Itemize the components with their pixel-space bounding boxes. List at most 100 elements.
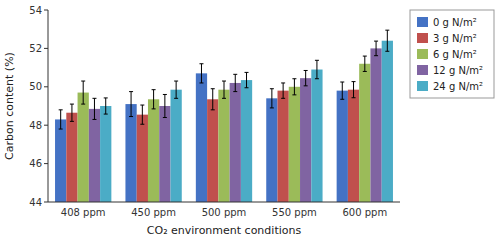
error-cap: [129, 116, 133, 117]
error-stem: [283, 83, 284, 98]
y-axis-label: Carbon content (%): [3, 52, 16, 160]
error-cap: [363, 71, 367, 72]
error-bar: [152, 90, 156, 109]
error-cap: [211, 88, 215, 89]
error-stem: [364, 56, 365, 71]
legend-swatch: [417, 81, 428, 91]
x-tick-label: 450 ppm: [131, 207, 176, 218]
error-cap: [245, 87, 249, 88]
y-tick: [44, 202, 48, 203]
error-bar: [104, 98, 108, 114]
error-cap: [363, 56, 367, 57]
legend-label: 24 g N/m²: [433, 81, 483, 92]
error-bar: [315, 60, 319, 78]
error-bar: [340, 82, 344, 99]
error-stem: [83, 81, 84, 104]
error-bar: [59, 110, 63, 129]
error-stem: [176, 81, 177, 98]
bar: [311, 70, 322, 202]
bar: [78, 93, 89, 202]
error-bar: [222, 81, 226, 98]
error-cap: [199, 82, 203, 83]
error-cap: [340, 82, 344, 83]
bar: [337, 91, 348, 202]
error-bar: [304, 70, 308, 85]
y-tick-label: 44: [29, 197, 42, 208]
error-cap: [385, 51, 389, 52]
y-axis-line: [48, 10, 49, 202]
error-bar: [174, 81, 178, 98]
bar: [382, 41, 393, 202]
error-cap: [92, 98, 96, 99]
error-cap: [174, 81, 178, 82]
error-stem: [387, 30, 388, 51]
y-tick: [44, 86, 48, 87]
y-tick: [44, 163, 48, 164]
error-stem: [105, 98, 106, 114]
error-stem: [164, 94, 165, 117]
error-stem: [201, 64, 202, 83]
error-cap: [315, 78, 319, 79]
error-bar: [81, 81, 85, 104]
bar: [125, 104, 136, 202]
error-stem: [153, 90, 154, 109]
error-cap: [140, 105, 144, 106]
bar: [100, 106, 111, 202]
error-cap: [211, 109, 215, 110]
error-bar: [70, 104, 74, 121]
error-cap: [292, 94, 296, 95]
error-cap: [340, 99, 344, 100]
legend-swatch: [417, 65, 428, 75]
error-cap: [270, 107, 274, 108]
error-cap: [304, 85, 308, 86]
legend: 0 g N/m²3 g N/m²6 g N/m²12 g N/m²24 g N/…: [410, 10, 494, 98]
error-bar: [281, 83, 285, 98]
error-stem: [316, 60, 317, 78]
bar: [370, 48, 381, 202]
bar: [218, 90, 229, 202]
error-cap: [104, 97, 108, 98]
bar: [241, 80, 252, 202]
legend-label: 0 g N/m²: [433, 17, 477, 28]
error-cap: [270, 88, 274, 89]
bar: [348, 90, 359, 202]
error-bar: [129, 92, 133, 117]
y-tick-label: 52: [29, 43, 42, 54]
y-tick: [44, 125, 48, 126]
error-stem: [246, 72, 247, 87]
error-stem: [294, 79, 295, 95]
error-stem: [224, 81, 225, 98]
x-tick-label: 408 ppm: [61, 207, 106, 218]
bar: [170, 90, 181, 202]
chart: 444648505254408 ppm450 ppm500 ppm550 ppm…: [0, 0, 500, 242]
error-stem: [212, 89, 213, 110]
error-bar: [163, 94, 167, 117]
x-tick-label: 550 ppm: [272, 207, 317, 218]
error-stem: [342, 82, 343, 99]
error-stem: [235, 74, 236, 91]
legend-label: 3 g N/m²: [433, 33, 477, 44]
error-bar: [352, 82, 356, 98]
legend-frame: [410, 10, 494, 98]
error-cap: [222, 81, 226, 82]
y-tick-label: 54: [29, 5, 42, 16]
error-stem: [376, 41, 377, 56]
error-cap: [233, 91, 237, 92]
y-tick-label: 48: [29, 120, 42, 131]
error-bar: [363, 56, 367, 71]
error-stem: [305, 70, 306, 85]
error-cap: [385, 30, 389, 31]
x-axis-label: CO₂ environment conditions: [147, 224, 302, 237]
bar: [159, 106, 170, 202]
error-bar: [245, 72, 249, 87]
x-axis-line: [48, 202, 400, 203]
error-cap: [59, 109, 63, 110]
bar: [137, 115, 148, 202]
error-cap: [233, 74, 237, 75]
error-bar: [385, 30, 389, 51]
error-bar: [374, 41, 378, 56]
error-cap: [70, 104, 74, 105]
error-cap: [245, 72, 249, 73]
error-stem: [94, 98, 95, 119]
bar: [55, 119, 66, 202]
